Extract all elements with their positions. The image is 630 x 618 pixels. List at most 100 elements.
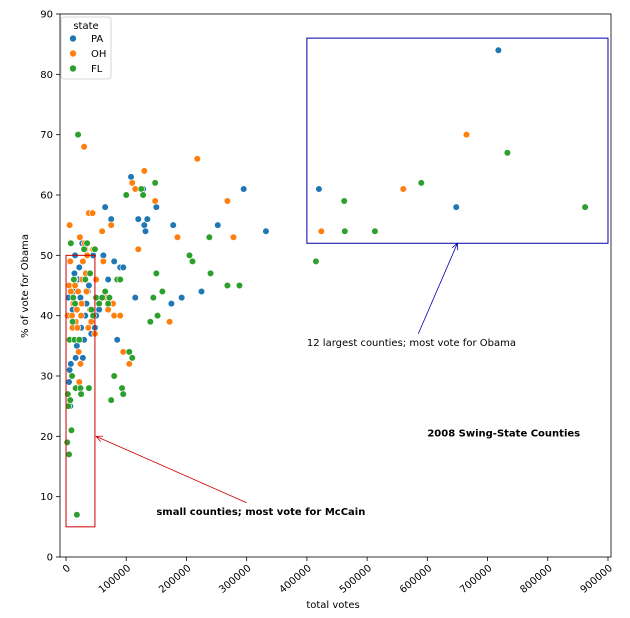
- y-tick-label-8: 80: [40, 70, 53, 81]
- data-point-pa-52: [197, 287, 206, 296]
- data-point-oh-60: [462, 131, 471, 139]
- data-point-fl-41: [125, 348, 133, 356]
- data-point-oh-23: [80, 143, 88, 151]
- data-point-fl-1: [64, 390, 72, 398]
- data-point-fl-39: [119, 390, 127, 398]
- data-point-pa-35: [107, 215, 115, 223]
- x-tick-label-9: 900000: [579, 563, 615, 596]
- data-point-pa-37: [113, 336, 121, 344]
- small-counties-box: [65, 254, 96, 528]
- data-point-oh-59: [399, 185, 407, 193]
- data-point-fl-48: [152, 269, 160, 278]
- legend-marker-pa: [69, 34, 77, 43]
- data-point-oh-17: [76, 233, 84, 241]
- x-tick-label-1: 100000: [97, 563, 133, 596]
- data-point-pa-48: [152, 203, 160, 211]
- data-point-pa-15: [75, 263, 83, 272]
- axes-frame: [59, 13, 612, 558]
- legend: state PA OH FL: [60, 16, 112, 80]
- data-point-fl-0: [63, 438, 71, 446]
- legend-label-pa: PA: [91, 34, 103, 45]
- data-point-oh-53: [166, 318, 174, 326]
- data-point-pa-5: [67, 360, 75, 368]
- data-point-fl-42: [128, 354, 136, 362]
- data-point-oh-1: [65, 281, 73, 290]
- data-point-pa-53: [214, 221, 222, 229]
- data-point-pa-45: [140, 221, 148, 229]
- data-point-fl-24: [86, 269, 94, 278]
- y-tick-label-2: 20: [40, 432, 53, 443]
- data-point-oh-54: [173, 233, 182, 241]
- data-point-pa-30: [95, 306, 103, 314]
- data-point-oh-3: [66, 257, 74, 265]
- x-axis: 0 100000 200000 300000 400000 500000 600000 700…: [61, 557, 615, 596]
- data-point-pa-51: [178, 293, 186, 302]
- y-tick-label-1: 10: [40, 492, 53, 503]
- large-counties-annotation: 12 largest counties; most vote for Obama: [307, 338, 516, 349]
- data-point-fl-30: [98, 293, 106, 302]
- data-point-fl-40: [122, 191, 130, 199]
- legend-marker-fl: [69, 64, 77, 73]
- data-point-oh-45: [116, 312, 124, 320]
- legend-title: state: [73, 21, 98, 32]
- data-point-oh-47: [125, 360, 133, 368]
- x-tick-label-4: 400000: [278, 563, 314, 596]
- data-point-fl-60: [371, 227, 379, 235]
- data-point-oh-18: [76, 360, 85, 368]
- data-point-oh-38: [98, 227, 106, 235]
- data-point-fl-47: [151, 179, 159, 187]
- data-point-oh-58: [317, 227, 325, 235]
- data-point-fl-46: [149, 293, 157, 302]
- data-point-fl-53: [205, 233, 213, 241]
- data-point-fl-62: [503, 149, 512, 157]
- data-point-pa-49: [167, 300, 175, 308]
- data-point-oh-5: [68, 312, 76, 320]
- data-point-pa-36: [110, 257, 118, 265]
- data-point-fl-17: [75, 336, 83, 344]
- data-point-oh-44: [110, 312, 118, 320]
- data-point-oh-22: [79, 257, 87, 265]
- annotation-layer: 12 largest counties; most vote for Obama…: [65, 37, 609, 528]
- data-point-fl-16: [74, 131, 82, 139]
- y-axis-label: % of vote for Obama: [20, 234, 31, 338]
- data-point-oh-33: [88, 209, 97, 217]
- data-point-pa-41: [127, 173, 135, 181]
- data-point-fl-23: [85, 384, 93, 392]
- y-tick-label-9: 90: [40, 10, 53, 21]
- data-point-fl-11: [70, 275, 78, 284]
- data-point-fl-10: [69, 293, 77, 302]
- data-point-pa-34: [104, 275, 112, 284]
- y-tick-label-3: 30: [40, 372, 53, 383]
- data-point-pa-12: [72, 354, 80, 362]
- data-point-oh-16: [75, 378, 83, 386]
- data-point-oh-57: [229, 233, 238, 241]
- x-tick-label-0: 0: [61, 563, 73, 576]
- data-point-oh-36: [92, 275, 100, 284]
- data-point-pa-3: [66, 366, 74, 374]
- data-point-oh-19: [77, 312, 85, 320]
- data-point-oh-10: [71, 281, 79, 290]
- data-point-pa-46: [141, 227, 150, 235]
- data-point-fl-52: [188, 257, 197, 265]
- points-layer: [63, 46, 589, 519]
- data-point-oh-32: [87, 318, 95, 326]
- data-point-fl-15: [73, 511, 81, 519]
- data-point-pa-58: [494, 46, 502, 54]
- y-axis: 0 10 20 30 40 50 60 70 80 90: [40, 10, 60, 564]
- data-point-pa-10: [70, 269, 79, 278]
- data-point-fl-44: [139, 191, 147, 199]
- large-counties-arrowhead: [451, 242, 459, 251]
- data-point-fl-50: [158, 287, 166, 296]
- data-point-pa-39: [119, 263, 127, 272]
- data-point-fl-29: [95, 300, 103, 308]
- x-tick-label-8: 800000: [518, 563, 554, 596]
- data-point-fl-35: [110, 372, 118, 380]
- data-point-oh-29: [84, 324, 92, 332]
- data-point-oh-55: [193, 155, 201, 163]
- data-point-fl-21: [81, 275, 89, 284]
- data-point-pa-50: [169, 221, 177, 229]
- data-point-pa-19: [79, 354, 87, 362]
- legend-marker-oh: [69, 49, 77, 58]
- data-point-oh-56: [223, 197, 232, 205]
